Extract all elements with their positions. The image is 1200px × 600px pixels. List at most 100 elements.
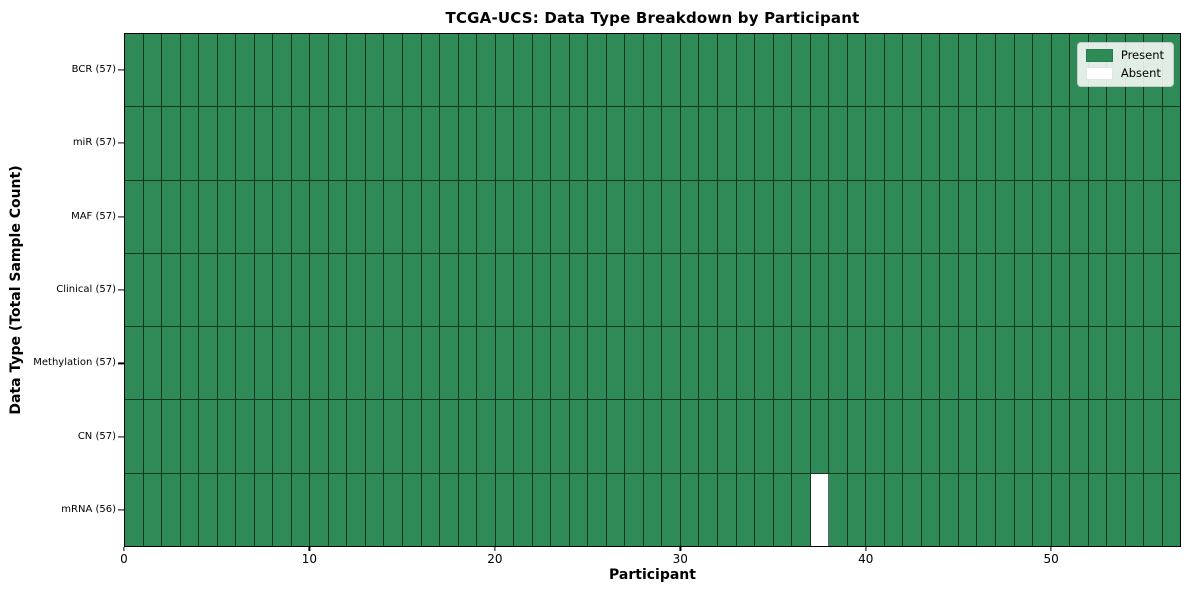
x-tick-label: 10: [301, 552, 318, 566]
heatmap-cell-present: [977, 180, 996, 253]
heatmap-cell-present: [847, 473, 867, 546]
heatmap-cell-present: [273, 473, 292, 546]
heatmap-cell-present: [866, 253, 885, 327]
heatmap-cell-present: [829, 400, 848, 473]
heatmap-cell-present: [718, 253, 737, 327]
heatmap-cell-present: [291, 473, 311, 546]
heatmap-cell-present: [514, 327, 533, 400]
heatmap-cell-present: [680, 473, 700, 546]
heatmap-cell-present: [291, 180, 311, 253]
heatmap-cell-present: [1107, 473, 1126, 546]
heatmap-cell-present: [328, 473, 348, 546]
heatmap-cell-present: [643, 400, 663, 473]
heatmap-cell-present: [847, 327, 867, 400]
y-tick-mark: [118, 289, 124, 291]
heatmap-cell-present: [699, 180, 718, 253]
heatmap-cell-present: [143, 107, 163, 180]
heatmap-cell-present: [903, 473, 922, 546]
heatmap-row: [125, 180, 1181, 254]
heatmap-cell-present: [829, 253, 848, 327]
heatmap-cell-present: [643, 180, 663, 253]
heatmap-cell-present: [1014, 400, 1034, 473]
heatmap-cell-present: [903, 34, 922, 107]
heatmap-cell-present: [847, 34, 867, 107]
heatmap-cell-present: [1088, 400, 1108, 473]
heatmap-cell-present: [421, 253, 441, 327]
heatmap-row: [125, 327, 1181, 401]
heatmap-cell-present: [199, 34, 218, 107]
heatmap-cell-present: [495, 327, 515, 400]
heatmap-cell-present: [792, 253, 811, 327]
heatmap-cell-present: [384, 180, 403, 253]
heatmap-cell-present: [254, 473, 274, 546]
x-tick-mark: [865, 547, 867, 551]
heatmap-cell-present: [328, 180, 348, 253]
heatmap-cell-present: [903, 180, 922, 253]
heatmap-cell-present: [217, 253, 237, 327]
heatmap-cell-present: [625, 400, 644, 473]
y-tick-mark: [118, 142, 124, 144]
x-tick-mark: [308, 547, 311, 551]
heatmap-cell-present: [588, 180, 607, 253]
heatmap-cell-present: [569, 400, 589, 473]
heatmap-cell-present: [995, 107, 1015, 180]
heatmap-cell-present: [1051, 34, 1071, 107]
heatmap-cell-present: [680, 253, 700, 327]
heatmap-cell-present: [1033, 253, 1052, 327]
heatmap-cell-present: [1088, 473, 1108, 546]
heatmap-cell-present: [884, 327, 904, 400]
heatmap-cell-present: [736, 327, 756, 400]
heatmap-cell-present: [199, 400, 218, 473]
heatmap-cell-present: [532, 327, 552, 400]
heatmap-cell-present: [551, 34, 570, 107]
heatmap-cell-present: [643, 34, 663, 107]
heatmap-cell-present: [180, 327, 200, 400]
heatmap-cell-present: [440, 180, 459, 253]
heatmap-cell-present: [365, 34, 385, 107]
heatmap-cell-present: [125, 327, 144, 400]
heatmap-cell-present: [773, 34, 793, 107]
heatmap-cell-present: [217, 107, 237, 180]
heatmap-cell-present: [588, 327, 607, 400]
heatmap-cell-present: [384, 327, 403, 400]
heatmap-cell-present: [884, 253, 904, 327]
heatmap-cell-present: [792, 180, 811, 253]
heatmap-cell-present: [199, 107, 218, 180]
heatmap-cell-present: [328, 253, 348, 327]
heatmap-cell-present: [384, 34, 403, 107]
heatmap-cell-present: [162, 107, 181, 180]
heatmap-cell-present: [273, 253, 292, 327]
heatmap-cell-present: [495, 473, 515, 546]
heatmap-cell-present: [1014, 107, 1034, 180]
heatmap-cell-present: [1144, 107, 1163, 180]
heatmap-cell-present: [236, 180, 255, 253]
heatmap-cell-present: [625, 34, 644, 107]
heatmap-cell-present: [143, 253, 163, 327]
heatmap-cell-present: [680, 107, 700, 180]
heatmap-cell-present: [884, 180, 904, 253]
heatmap-cell-present: [495, 180, 515, 253]
y-tick-mark: [118, 436, 124, 438]
heatmap-cell-present: [1162, 180, 1181, 253]
heatmap-cell-present: [680, 34, 700, 107]
heatmap-cell-present: [755, 34, 774, 107]
heatmap-cell-present: [402, 400, 422, 473]
heatmap-cell-present: [551, 473, 570, 546]
heatmap-cell-present: [606, 107, 626, 180]
heatmap-cell-present: [421, 180, 441, 253]
heatmap-cell-present: [625, 180, 644, 253]
heatmap-cell-present: [1033, 327, 1052, 400]
heatmap-cell-present: [699, 107, 718, 180]
heatmap-cell-present: [1162, 473, 1181, 546]
heatmap-cell-present: [773, 107, 793, 180]
heatmap-cell-present: [236, 327, 255, 400]
heatmap-cell-present: [328, 34, 348, 107]
heatmap-cell-present: [162, 400, 181, 473]
heatmap-cell-present: [1033, 473, 1052, 546]
heatmap-cell-present: [940, 253, 959, 327]
heatmap-cell-present: [310, 107, 329, 180]
heatmap-cell-present: [995, 34, 1015, 107]
heatmap-cell-present: [458, 34, 478, 107]
heatmap-cell-present: [143, 327, 163, 400]
heatmap-cell-present: [977, 473, 996, 546]
